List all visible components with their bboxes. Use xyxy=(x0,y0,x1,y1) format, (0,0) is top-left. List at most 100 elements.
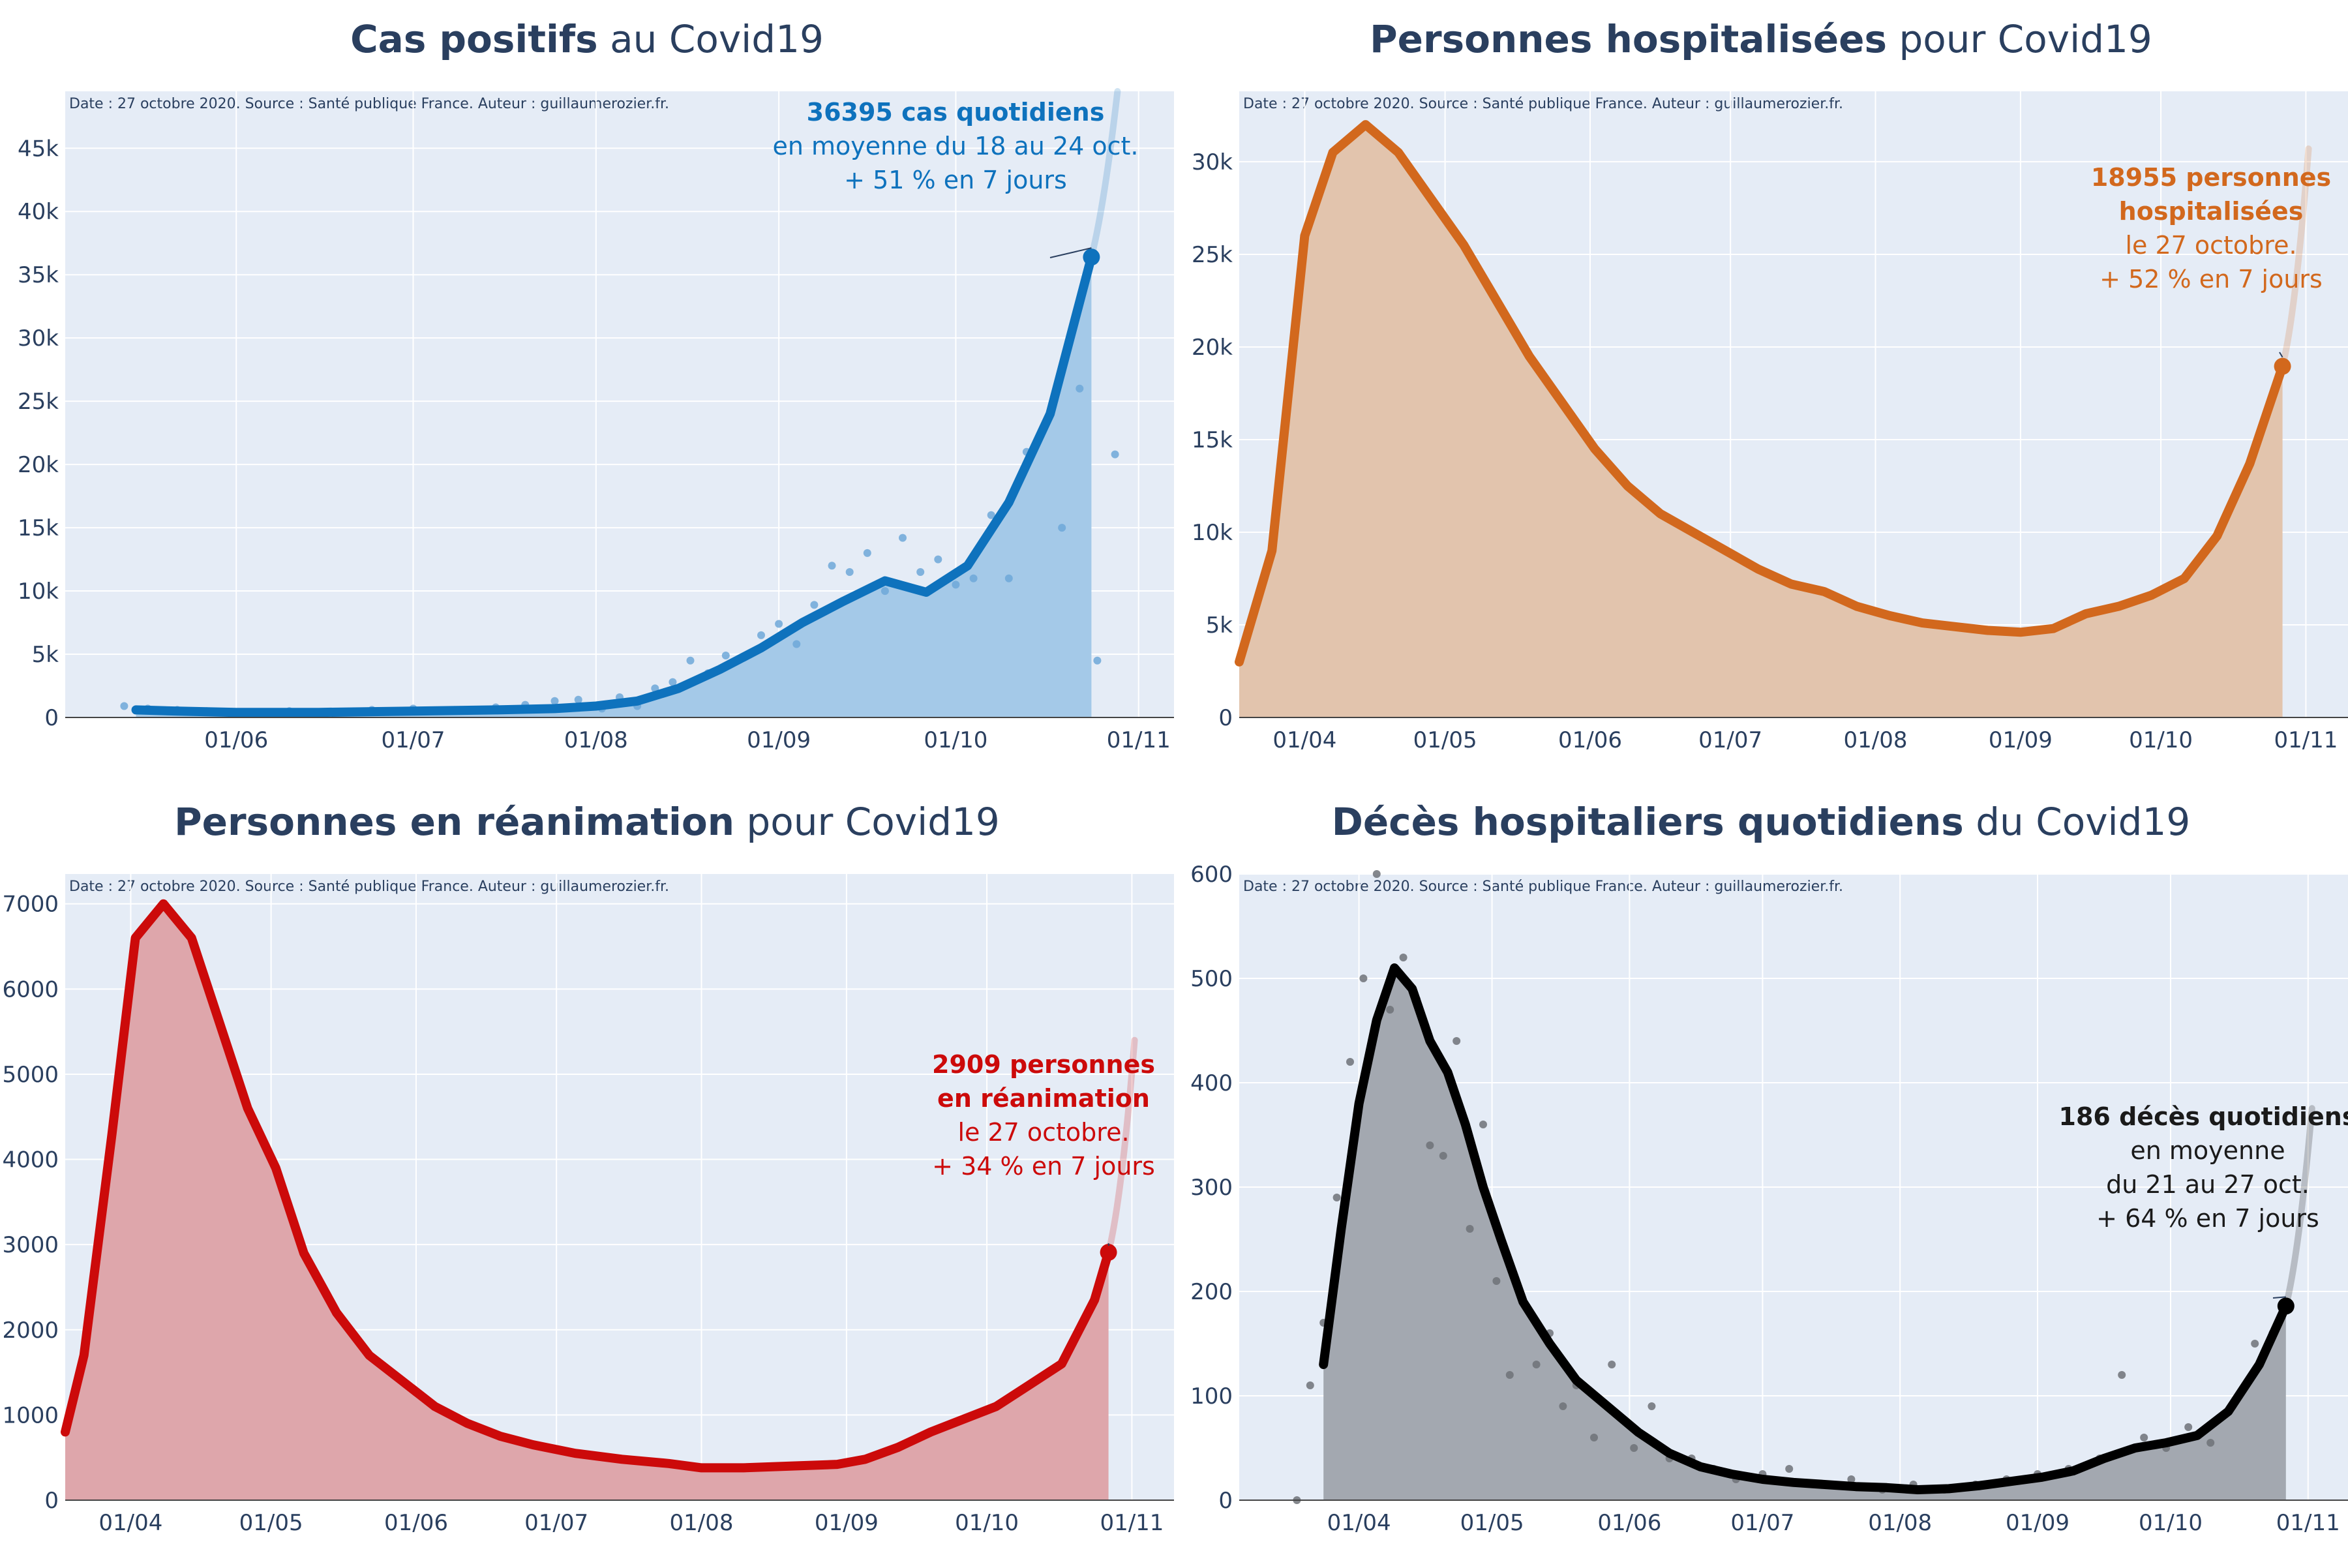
daily-point xyxy=(1452,1037,1460,1045)
daily-point xyxy=(2251,1340,2259,1348)
daily-point xyxy=(864,549,871,557)
daily-point xyxy=(1058,524,1066,532)
y-tick-label: 400 xyxy=(1190,1070,1233,1096)
chart-title-bold: Cas positifs xyxy=(350,17,598,61)
x-tick-label: 01/06 xyxy=(1558,727,1622,753)
y-tick-label: 20k xyxy=(18,452,59,478)
daily-point xyxy=(1306,1381,1314,1389)
annotation-line: 186 décès quotidiens xyxy=(2059,1102,2348,1131)
y-tick-label: 2000 xyxy=(2,1318,59,1344)
x-tick-label: 01/09 xyxy=(747,727,811,753)
y-tick-label: 30k xyxy=(18,325,59,352)
x-tick-label: 01/05 xyxy=(1413,727,1477,753)
daily-point xyxy=(899,534,907,542)
annotation-line: en moyenne xyxy=(2130,1136,2285,1165)
x-tick-label: 01/11 xyxy=(1107,727,1171,753)
source-note: Date : 27 octobre 2020. Source : Santé p… xyxy=(1243,96,1843,112)
x-tick-label: 01/08 xyxy=(670,1510,734,1536)
daily-point xyxy=(1426,1141,1434,1149)
x-tick-label: 01/07 xyxy=(382,727,445,753)
y-tick-label: 5k xyxy=(1206,612,1233,639)
daily-point xyxy=(1346,1058,1354,1066)
last-value-marker xyxy=(2278,1297,2295,1314)
daily-point xyxy=(934,556,942,564)
daily-point xyxy=(970,575,978,582)
daily-point xyxy=(1093,657,1101,665)
daily-point xyxy=(775,620,783,628)
daily-point xyxy=(792,641,800,648)
chart-title-bold: Personnes en réanimation xyxy=(174,800,734,844)
y-tick-label: 25k xyxy=(18,389,59,415)
x-tick-label: 01/07 xyxy=(524,1510,588,1536)
daily-point xyxy=(1533,1361,1541,1368)
y-tick-label: 600 xyxy=(1190,862,1233,888)
y-tick-label: 15k xyxy=(1192,427,1233,453)
y-tick-label: 25k xyxy=(1192,242,1233,268)
annotation-line: + 52 % en 7 jours xyxy=(2100,265,2323,294)
daily-point xyxy=(1492,1277,1500,1285)
x-tick-label: 01/06 xyxy=(1597,1510,1661,1536)
y-tick-label: 5000 xyxy=(2,1062,59,1088)
x-tick-label: 01/08 xyxy=(564,727,628,753)
last-value-marker xyxy=(2274,358,2291,375)
chart-title: Personnes en réanimation pour Covid19 xyxy=(174,800,1000,844)
daily-point xyxy=(881,587,889,595)
x-tick-label: 01/07 xyxy=(1698,727,1762,753)
daily-point xyxy=(1506,1371,1514,1379)
daily-point xyxy=(2206,1439,2214,1447)
annotation-line: + 51 % en 7 jours xyxy=(844,166,1067,194)
annotation-line: du 21 au 27 oct. xyxy=(2106,1170,2310,1199)
annotation-line: le 27 octobre. xyxy=(2125,231,2296,260)
y-tick-label: 0 xyxy=(44,705,59,731)
daily-point xyxy=(1386,1006,1394,1014)
daily-point xyxy=(828,562,836,569)
daily-point xyxy=(120,702,128,710)
chart-title-bold: Décès hospitaliers quotidiens xyxy=(1332,800,1964,844)
daily-point xyxy=(1076,385,1083,393)
y-tick-label: 300 xyxy=(1190,1175,1233,1201)
x-tick-label: 01/10 xyxy=(955,1510,1019,1536)
last-value-marker xyxy=(1083,249,1100,265)
y-tick-label: 0 xyxy=(1218,705,1233,731)
y-tick-label: 200 xyxy=(1190,1279,1233,1305)
daily-point xyxy=(687,657,695,665)
daily-point xyxy=(2184,1423,2192,1431)
chart-title-rest: au Covid19 xyxy=(598,17,824,61)
y-tick-label: 1000 xyxy=(2,1402,59,1428)
daily-point xyxy=(1590,1434,1598,1441)
annotation-line: le 27 octobre. xyxy=(957,1118,1129,1147)
y-tick-label: 4000 xyxy=(2,1147,59,1173)
y-tick-label: 10k xyxy=(1192,520,1233,546)
daily-point xyxy=(1648,1402,1655,1410)
daily-point xyxy=(722,652,730,659)
source-note: Date : 27 octobre 2020. Source : Santé p… xyxy=(69,879,669,895)
daily-point xyxy=(1608,1361,1616,1368)
x-tick-label: 01/04 xyxy=(1272,727,1336,753)
y-tick-label: 10k xyxy=(18,579,59,605)
x-tick-label: 01/06 xyxy=(204,727,268,753)
daily-point xyxy=(1479,1121,1487,1128)
chart-title-rest: pour Covid19 xyxy=(1887,17,2152,61)
y-tick-label: 500 xyxy=(1190,966,1233,992)
daily-point xyxy=(757,631,765,639)
daily-point xyxy=(1400,954,1407,961)
x-tick-label: 01/09 xyxy=(815,1510,879,1536)
daily-point xyxy=(1785,1465,1793,1473)
chart-icu: Personnes en réanimation pour Covid19 Dat… xyxy=(2,800,1174,1536)
x-tick-label: 01/05 xyxy=(239,1510,303,1536)
daily-point xyxy=(1630,1444,1638,1452)
x-tick-label: 01/10 xyxy=(924,727,987,753)
daily-point xyxy=(1005,575,1013,582)
x-tick-label: 01/07 xyxy=(1730,1510,1794,1536)
annotation-line: hospitalisées xyxy=(2119,197,2304,226)
daily-point xyxy=(1559,1402,1567,1410)
chart-title-rest: pour Covid19 xyxy=(734,800,1000,844)
daily-point xyxy=(1439,1152,1447,1160)
annotation-line: + 34 % en 7 jours xyxy=(932,1152,1155,1181)
chart-title: Décès hospitaliers quotidiens du Covid19 xyxy=(1332,800,2191,844)
annotation-line: 36395 cas quotidiens xyxy=(807,98,1105,127)
annotation-line: en réanimation xyxy=(937,1084,1150,1113)
